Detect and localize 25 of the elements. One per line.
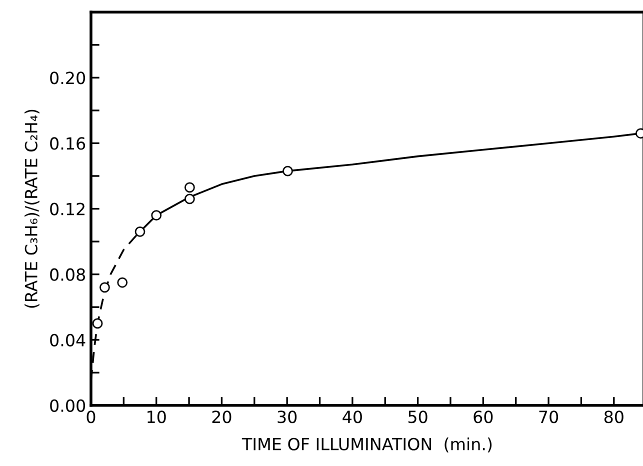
- point: [151, 210, 162, 221]
- y-tick-label: 0.12: [50, 202, 84, 216]
- x-tick-label: 40: [342, 410, 362, 424]
- point: [100, 282, 110, 293]
- y-tick-label: 0.20: [50, 72, 86, 84]
- x-tick-label: 60: [474, 410, 493, 424]
- y-tick-label: 0.00: [50, 399, 86, 412]
- y-tick-label: 0.04: [50, 334, 86, 346]
- point: [282, 166, 293, 176]
- x-axis-title: TIME OF ILLUMINATION (min.): [242, 438, 492, 452]
- x-tick-label: 50: [408, 410, 428, 424]
- x-tick-label: 10: [148, 410, 166, 424]
- x-tick-label: 30: [278, 410, 297, 424]
- y-axis-title: (RATE C₃H₆)/(RATE C₂H₄): [24, 110, 40, 308]
- x-tick-label: 0: [86, 410, 96, 424]
- point: [134, 226, 146, 237]
- x-tick-label: 70: [539, 410, 558, 424]
- x-tick-label: 20: [212, 410, 232, 424]
- x-tick-label: 80: [604, 410, 624, 424]
- point: [117, 277, 128, 288]
- y-tick-label: 0.08: [50, 268, 85, 281]
- point: [92, 318, 103, 329]
- y-tick-label: 0.16: [50, 137, 86, 150]
- point: [184, 182, 195, 193]
- point: [184, 194, 195, 204]
